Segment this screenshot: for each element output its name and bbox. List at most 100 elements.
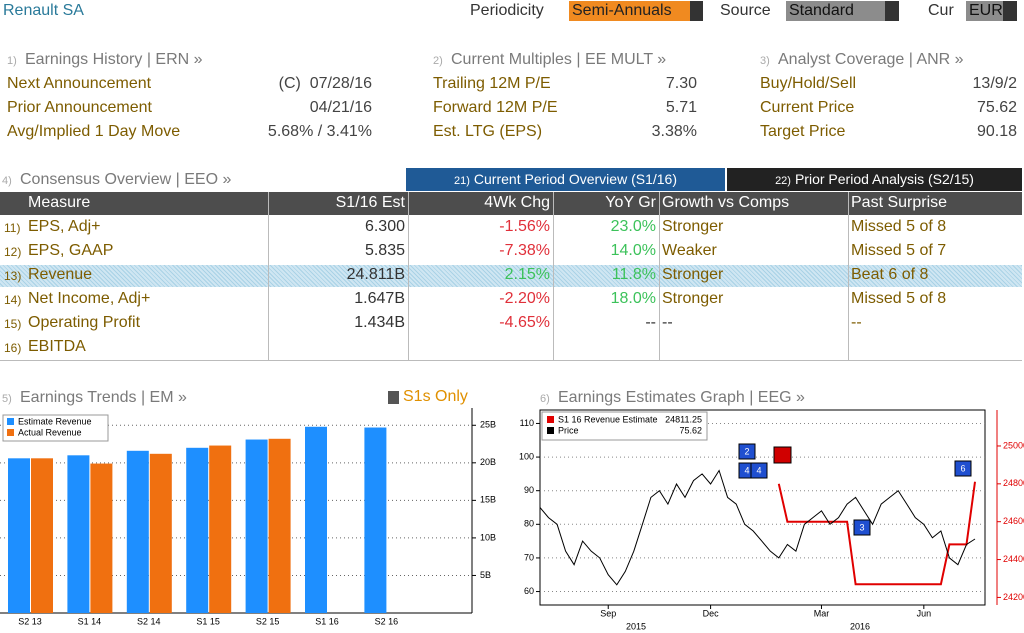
- bar: [126, 450, 149, 613]
- cell: Stronger: [662, 290, 724, 307]
- section-title[interactable]: Analyst Coverage | ANR »: [778, 51, 964, 68]
- col-rule: [659, 192, 660, 360]
- column-header: Past Surprise: [851, 194, 948, 211]
- cell: --: [851, 314, 862, 331]
- y-tick-label: 80: [524, 519, 534, 529]
- y-tick-label: 60: [524, 586, 534, 596]
- event-marker: [954, 460, 972, 477]
- cell: Operating Profit: [28, 314, 141, 331]
- cell: Net Income, Adj+: [28, 290, 151, 307]
- y2-tick-label: 24800: [1003, 478, 1024, 488]
- column-header: S1/16 Est: [335, 194, 405, 211]
- event-marker: [750, 462, 768, 479]
- label: Source: [720, 2, 771, 19]
- cell: 1.434B: [354, 314, 405, 331]
- cell: Beat 6 of 8: [851, 266, 929, 283]
- x-tick-label: Dec: [703, 608, 720, 618]
- x-tick-label: S1 15: [196, 616, 220, 626]
- checkbox[interactable]: [388, 391, 399, 404]
- cell: 23.0%: [610, 218, 656, 235]
- year-label: 2016: [850, 621, 870, 631]
- cell: -1.56%: [499, 218, 550, 235]
- legend-swatch: [547, 416, 554, 423]
- cell: --: [662, 314, 673, 331]
- event-label: 6: [960, 463, 965, 473]
- row-value: 5.71: [665, 99, 697, 116]
- legend-label: S1 16 Revenue Estimate: [558, 414, 658, 424]
- toggle-label[interactable]: S1s Only: [403, 388, 468, 405]
- row-value: 3.38%: [651, 123, 697, 140]
- tab[interactable]: 21) Current Period Overview (S1/16): [406, 168, 725, 191]
- dropdown-arrow[interactable]: [690, 1, 703, 21]
- section-number: 4): [2, 175, 12, 187]
- bar: [364, 427, 387, 613]
- col-rule: [553, 192, 554, 360]
- legend-box: [541, 411, 708, 441]
- x-tick-label: S2 13: [18, 616, 42, 626]
- bar: [268, 438, 291, 613]
- y-tick-label: 25B: [480, 420, 496, 430]
- cell: Missed 5 of 8: [851, 218, 947, 235]
- dropdown[interactable]: Semi-Annuals: [569, 1, 690, 21]
- y2-tick-label: 24400: [1003, 554, 1024, 564]
- section-title[interactable]: Consensus Overview | EEO »: [20, 171, 232, 188]
- x-tick-label: S2 15: [256, 616, 280, 626]
- column-header: Measure: [28, 194, 91, 211]
- chart-title[interactable]: Earnings Trends | EM »: [20, 389, 187, 406]
- year-label: 2015: [626, 621, 646, 631]
- tab-label: Prior Period Analysis (S2/15): [794, 171, 974, 187]
- tab[interactable]: 22) Prior Period Analysis (S2/15): [727, 168, 1022, 191]
- cell: -7.38%: [499, 242, 550, 259]
- row-label: Target Price: [760, 123, 846, 140]
- row-number: 14): [4, 293, 22, 307]
- event-marker: [853, 519, 871, 536]
- y-tick-label: 15B: [480, 495, 496, 505]
- legend-swatch: [7, 429, 14, 436]
- bar: [149, 453, 172, 613]
- column-header: 4Wk Chg: [484, 194, 550, 211]
- row-number: 15): [4, 317, 22, 331]
- bar: [186, 447, 209, 613]
- dropdown[interactable]: EUR: [966, 1, 1003, 21]
- table-rule: [0, 360, 1022, 361]
- cell: EBITDA: [28, 338, 86, 355]
- label: Periodicity: [470, 2, 544, 19]
- cell: Stronger: [662, 266, 724, 283]
- row-value: (C) 07/28/16: [278, 75, 372, 92]
- section-title[interactable]: Current Multiples | EE MULT »: [451, 51, 667, 68]
- row-label: Avg/Implied 1 Day Move: [7, 123, 181, 140]
- cell: 18.0%: [610, 290, 656, 307]
- row-number: 13): [4, 269, 22, 283]
- y-tick-label: 5B: [480, 570, 491, 580]
- title: Renault SA: [3, 2, 84, 19]
- cell: 24.811B: [346, 266, 405, 283]
- dropdown-arrow[interactable]: [1003, 1, 1017, 21]
- bar: [245, 439, 268, 613]
- row-label: Next Announcement: [7, 75, 152, 92]
- legend-label: Actual Revenue: [18, 427, 82, 437]
- event-marker: [738, 443, 756, 460]
- dropdown-arrow[interactable]: [885, 1, 899, 21]
- row-label: Current Price: [760, 99, 855, 116]
- row-label: Buy/Hold/Sell: [760, 75, 857, 92]
- cell: EPS, GAAP: [28, 242, 114, 259]
- section-title[interactable]: Earnings History | ERN »: [25, 51, 203, 68]
- x-tick-label: S1 16: [315, 616, 339, 626]
- row-value: 13/9/2: [972, 75, 1017, 92]
- row-value: 7.30: [665, 75, 697, 92]
- col-rule: [408, 192, 409, 360]
- row-label: Est. LTG (EPS): [433, 123, 543, 140]
- event-label: 4: [756, 465, 761, 475]
- chart-title[interactable]: Earnings Estimates Graph | EEG »: [558, 389, 805, 406]
- y-tick-label: 90: [524, 485, 534, 495]
- event-label: 3: [859, 522, 864, 532]
- section-number: 5): [2, 393, 12, 405]
- line: [539, 469, 976, 586]
- bar: [31, 458, 53, 613]
- dropdown[interactable]: Standard: [786, 1, 885, 21]
- cell: 11.8%: [611, 266, 656, 283]
- cell: EPS, Adj+: [28, 218, 101, 235]
- bar: [90, 463, 113, 613]
